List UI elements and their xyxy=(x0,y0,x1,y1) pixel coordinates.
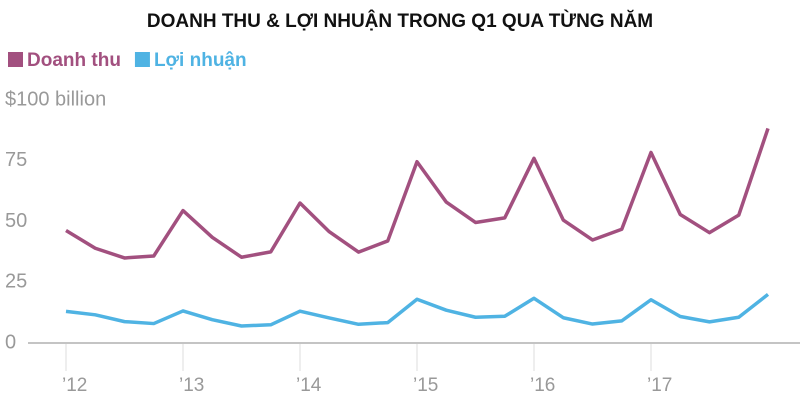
x-tick-label: ’17 xyxy=(647,375,672,396)
legend-label: Lợi nhuận xyxy=(154,50,247,71)
x-tick-label: ’14 xyxy=(296,375,322,396)
y-tick-label: 25 xyxy=(5,271,27,293)
x-tick-label: ’16 xyxy=(530,375,555,396)
legend-label: Doanh thu xyxy=(27,50,121,71)
x-tick-label: ’13 xyxy=(179,375,204,396)
y-tick-label: $100 billion xyxy=(5,88,106,110)
y-tick-label: 50 xyxy=(5,210,27,232)
y-tick-label: 75 xyxy=(5,149,27,171)
legend-swatch xyxy=(8,52,23,67)
series-line xyxy=(65,127,770,260)
chart-title: DOANH THU & LỢI NHUẬN TRONG Q1 QUA TỪNG … xyxy=(147,10,653,32)
x-tick-label: ’12 xyxy=(62,375,87,396)
x-tick-label: ’15 xyxy=(413,375,438,396)
legend-swatch xyxy=(134,52,150,67)
series-line xyxy=(65,293,770,328)
y-tick-label: 0 xyxy=(5,331,16,353)
